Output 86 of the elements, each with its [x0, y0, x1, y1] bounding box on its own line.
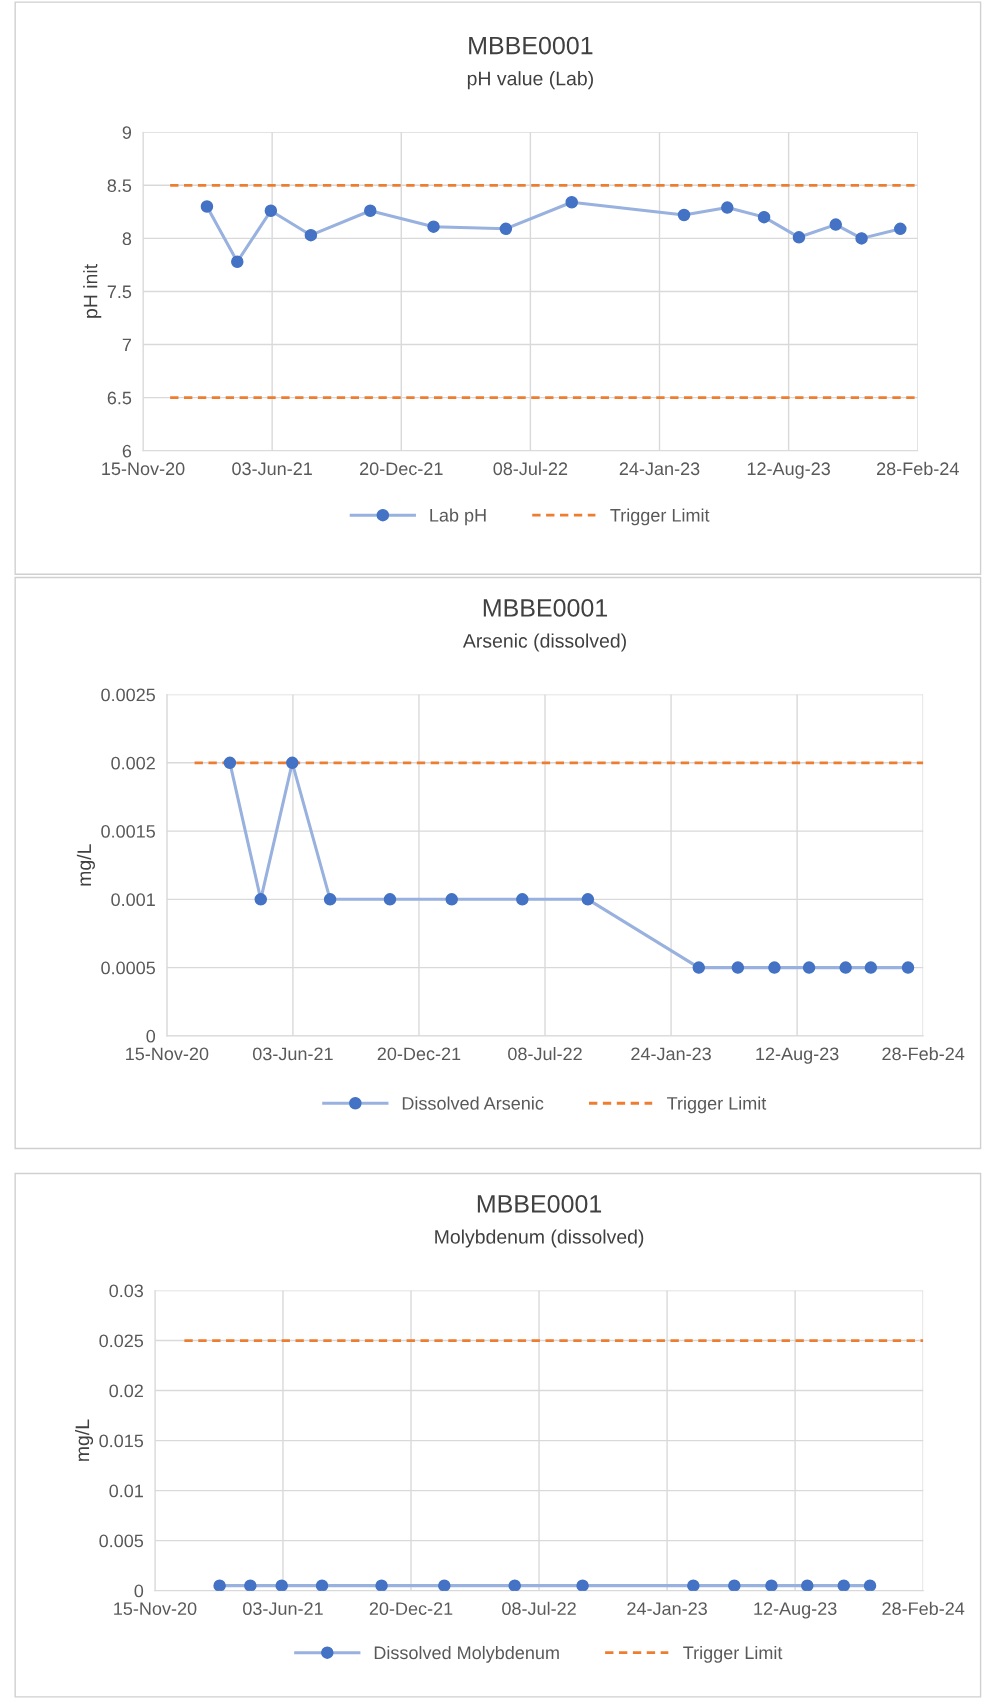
- y-tick-label: 6: [122, 444, 132, 458]
- legend-label: Trigger Limit: [683, 1645, 783, 1663]
- y-tick-label: 9: [122, 126, 132, 139]
- y-axis-title: mg/L: [74, 1419, 94, 1461]
- point: [565, 196, 578, 209]
- chart-title: MBBE0001: [469, 36, 593, 55]
- x-tick-label: 28-Feb-24: [882, 1046, 965, 1061]
- y-tick-label: 0.03: [109, 1284, 144, 1298]
- y-tick-label: 7: [122, 338, 132, 352]
- x-tick-label: 24-Jan-23: [631, 1047, 711, 1061]
- y-tick-label: 7.5: [107, 285, 132, 299]
- legend-label: Trigger Limit: [667, 1096, 767, 1114]
- point: [445, 893, 458, 906]
- y-tick-label: 0.015: [99, 1434, 144, 1448]
- point: [264, 204, 278, 218]
- y-axis-title: mg/L: [76, 844, 95, 886]
- point: [427, 220, 440, 233]
- y-tick-label: 0: [146, 1029, 156, 1043]
- y-tick-label: 0.0025: [101, 688, 155, 702]
- legend-label: Lab pH: [430, 508, 486, 526]
- point: [254, 893, 268, 906]
- y-tick-label: 8: [122, 232, 132, 246]
- point: [499, 222, 513, 236]
- x-tick-label: 20-Dec-21: [360, 462, 443, 476]
- y-tick-label: 0.0005: [101, 961, 155, 975]
- point: [516, 893, 529, 906]
- point: [383, 893, 397, 906]
- point: [364, 204, 377, 218]
- legend-label: Trigger Limit: [610, 508, 710, 526]
- point: [721, 201, 734, 214]
- x-tick-label: 20-Dec-21: [369, 1602, 453, 1616]
- x-tick-label: 12-Aug-23: [756, 1047, 839, 1064]
- y-tick-label: 0.0015: [101, 825, 155, 838]
- chart-title: MBBE0001: [477, 1194, 602, 1213]
- y-tick-label: 8.5: [107, 179, 132, 193]
- x-tick-label: 12-Aug-23: [754, 1602, 837, 1619]
- x-tick-label: 28-Feb-24: [877, 461, 959, 476]
- point: [200, 200, 214, 213]
- point: [323, 893, 337, 906]
- y-tick-label: 0.005: [99, 1534, 144, 1548]
- y-tick-label: 0.025: [99, 1334, 144, 1348]
- chart-subtitle: Molybdenum (dissolved): [435, 1229, 644, 1248]
- point: [692, 961, 706, 974]
- point: [768, 961, 781, 974]
- point: [829, 218, 842, 231]
- legend-label: Dissolved Arsenic: [402, 1096, 544, 1110]
- point: [286, 756, 299, 770]
- point: [304, 228, 318, 242]
- point: [901, 961, 915, 974]
- legend-label: Dissolved Molybdenum: [374, 1645, 559, 1663]
- point: [792, 231, 806, 244]
- point: [855, 232, 868, 245]
- x-tick-label: 20-Dec-21: [377, 1047, 461, 1061]
- point: [677, 208, 691, 222]
- y-tick-label: 0: [134, 1584, 144, 1598]
- x-tick-label: 03-Jun-21: [252, 1047, 333, 1061]
- x-tick-label: 15-Nov-20: [102, 462, 185, 476]
- point: [894, 222, 907, 236]
- x-tick-label: 15-Nov-20: [126, 1047, 209, 1061]
- y-tick-label: 0.001: [111, 893, 155, 907]
- chart-subtitle: pH value (Lab): [467, 71, 593, 90]
- point: [731, 961, 745, 974]
- point: [864, 961, 878, 974]
- chart-subtitle: Arsenic (dissolved): [462, 633, 626, 652]
- x-tick-label: 12-Aug-23: [747, 462, 830, 479]
- y-tick-label: 0.002: [111, 756, 155, 770]
- x-tick-label: 08-Jul-22: [502, 1601, 576, 1616]
- x-tick-label: 24-Jan-23: [619, 462, 700, 476]
- y-tick-label: 0.01: [109, 1484, 143, 1498]
- point: [802, 961, 816, 974]
- x-tick-label: 08-Jul-22: [493, 461, 568, 476]
- point: [581, 893, 595, 906]
- point: [231, 255, 244, 268]
- point: [839, 961, 852, 974]
- y-axis-title: pH init: [83, 264, 102, 318]
- x-tick-label: 24-Jan-23: [627, 1602, 707, 1616]
- x-tick-label: 15-Nov-20: [114, 1602, 197, 1616]
- point: [223, 756, 237, 770]
- y-tick-label: 0.02: [109, 1384, 143, 1398]
- x-tick-label: 03-Jun-21: [243, 1602, 323, 1616]
- y-tick-label: 6.5: [107, 391, 132, 405]
- x-tick-label: 08-Jul-22: [508, 1046, 582, 1061]
- x-tick-label: 03-Jun-21: [232, 462, 312, 476]
- x-tick-label: 28-Feb-24: [882, 1601, 965, 1616]
- chart-title: MBBE0001: [483, 599, 608, 617]
- point: [757, 210, 771, 224]
